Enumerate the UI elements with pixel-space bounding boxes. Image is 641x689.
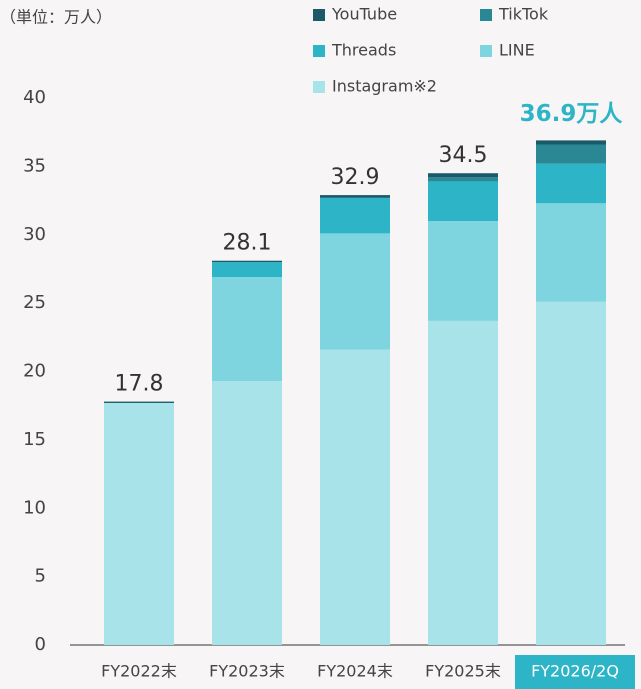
bar-segment [320,233,390,350]
x-tick-label: FY2022末 [101,662,177,681]
highlight-box [515,655,635,689]
legend-swatch [313,9,325,21]
bar-segment [428,177,498,182]
y-tick-label: 30 [23,224,46,245]
y-tick-label: 40 [23,87,46,108]
legend-swatch [313,81,325,93]
bar-segment [428,181,498,222]
bar-segment [320,195,390,198]
bar-segment [428,221,498,321]
total-label: 17.8 [115,372,164,397]
y-tick-label: 20 [23,361,46,382]
y-tick-label: 10 [23,497,46,518]
bar-segment [212,381,282,645]
legend-swatch [313,45,325,57]
legend-label: Instagram※2 [332,77,437,96]
total-label: 32.9 [331,165,380,190]
legend-label: LINE [499,41,535,60]
bar-segment [212,260,282,263]
bar-segment [536,140,606,145]
legend-swatch [480,9,492,21]
x-tick-label: FY2026/2Q [531,662,619,681]
bar-segment [320,197,390,234]
bar-segment [212,277,282,382]
legend-label: YouTube [331,5,397,24]
legend-label: TikTok [498,5,549,24]
total-label: 36.9万人 [520,101,624,127]
bar-segment [536,301,606,645]
unit-label: （単位：万人） [0,8,112,27]
x-tick-label: FY2025末 [425,662,501,681]
bar-segment [428,320,498,645]
bar-segment [536,203,606,302]
bar-segment [320,349,390,645]
y-tick-label: 0 [35,634,46,655]
total-label: 28.1 [223,231,272,256]
legend-swatch [480,45,492,57]
y-tick-label: 5 [35,566,46,587]
bar-segment [536,163,606,204]
bar-segment [104,401,174,403]
bar-segment [212,262,282,278]
bar-segment [536,144,606,164]
legend-label: Threads [331,41,396,60]
y-tick-label: 25 [23,292,46,313]
y-tick-label: 35 [23,155,46,176]
x-tick-label: FY2024末 [317,662,393,681]
bar-segment [104,402,174,645]
y-tick-label: 15 [23,429,46,450]
x-tick-label: FY2023末 [209,662,285,681]
total-label: 34.5 [439,143,488,168]
bar-segment [428,173,498,178]
